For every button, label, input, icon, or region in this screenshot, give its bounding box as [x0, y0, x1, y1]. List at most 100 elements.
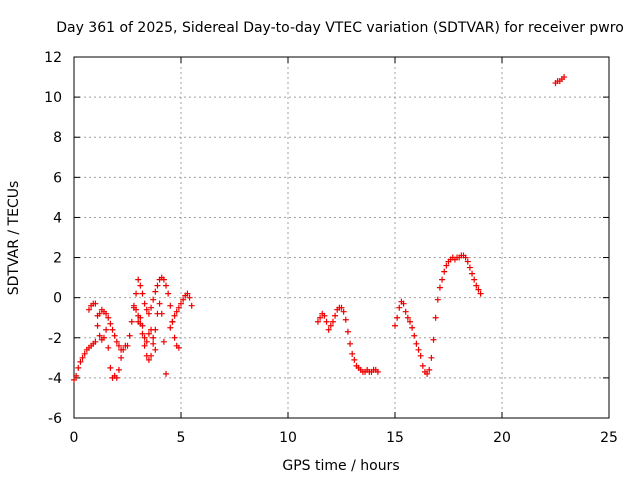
data-point — [186, 294, 193, 301]
data-point — [434, 296, 441, 303]
data-point — [160, 276, 167, 283]
data-point — [143, 306, 150, 313]
data-point — [92, 300, 99, 307]
data-point — [124, 342, 131, 349]
data-point — [137, 282, 144, 289]
data-point — [561, 74, 568, 81]
data-point — [75, 364, 82, 371]
data-point — [443, 262, 450, 269]
data-point — [169, 318, 176, 325]
data-point — [466, 264, 473, 271]
data-point — [317, 314, 324, 321]
data-point — [96, 332, 103, 339]
data-point — [113, 338, 120, 345]
data-point — [469, 270, 476, 277]
data-point — [148, 352, 155, 359]
plot-frame — [73, 56, 610, 419]
data-point — [92, 338, 99, 345]
data-point — [145, 330, 152, 337]
data-point — [105, 344, 112, 351]
data-point — [96, 310, 103, 317]
y-tick-label: 10 — [44, 90, 62, 106]
data-point — [351, 356, 358, 363]
data-point — [426, 366, 433, 373]
y-tick-label: 4 — [53, 210, 62, 226]
data-point — [400, 300, 407, 307]
y-tick-label: -6 — [48, 411, 62, 427]
data-point — [473, 282, 480, 289]
data-point — [137, 314, 144, 321]
data-point — [171, 334, 178, 341]
x-tick-label: 5 — [177, 430, 186, 446]
data-point — [152, 288, 159, 295]
grid-lines — [74, 57, 609, 418]
data-point — [79, 354, 86, 361]
data-point — [128, 318, 135, 325]
data-point — [148, 304, 155, 311]
data-point — [428, 354, 435, 361]
data-point — [424, 370, 431, 377]
x-tick-label: 20 — [493, 430, 511, 446]
x-tick-label: 15 — [386, 430, 404, 446]
x-tick-label: 10 — [279, 430, 297, 446]
y-tick-label: 6 — [53, 170, 62, 186]
data-point — [374, 368, 381, 375]
data-point — [163, 282, 170, 289]
y-tick-label: 2 — [53, 251, 62, 267]
data-point — [107, 364, 114, 371]
data-point — [103, 310, 110, 317]
data-point — [471, 276, 478, 283]
data-point — [167, 324, 174, 331]
data-point — [340, 308, 347, 315]
data-point — [173, 308, 180, 315]
data-point — [143, 338, 150, 345]
data-point — [342, 316, 349, 323]
data-point — [413, 340, 420, 347]
data-point — [115, 366, 122, 373]
data-point — [150, 334, 157, 341]
data-point — [436, 284, 443, 291]
data-point — [321, 312, 328, 319]
data-point — [404, 314, 411, 321]
y-axis-label: SDTVAR / TECUs — [6, 181, 22, 296]
data-point — [338, 304, 345, 311]
data-point — [184, 290, 191, 297]
data-point — [314, 318, 321, 325]
data-point — [130, 302, 137, 309]
data-point — [432, 314, 439, 321]
data-point — [105, 314, 112, 321]
data-point — [327, 322, 334, 329]
data-point — [94, 322, 101, 329]
data-point — [349, 350, 356, 357]
data-point — [111, 332, 118, 339]
data-point — [402, 308, 409, 315]
data-point — [118, 346, 125, 353]
x-axis-ticks: 0 5 10 15 20 25 — [70, 57, 618, 446]
chart-title: Day 361 of 2025, Sidereal Day-to-day VTE… — [56, 20, 624, 36]
data-point — [139, 330, 146, 337]
data-point — [145, 356, 152, 363]
y-tick-label: -4 — [48, 371, 62, 387]
y-tick-label: 8 — [53, 130, 62, 146]
data-point — [135, 276, 142, 283]
data-point — [103, 326, 110, 333]
x-tick-label: 25 — [600, 430, 618, 446]
data-point — [141, 300, 148, 307]
data-point — [396, 304, 403, 311]
data-point — [141, 342, 148, 349]
data-point — [77, 358, 84, 365]
data-point — [150, 296, 157, 303]
y-tick-label: -2 — [48, 331, 62, 347]
data-point — [71, 376, 77, 383]
data-point — [73, 372, 80, 379]
data-point — [347, 340, 354, 347]
data-point — [109, 326, 116, 333]
data-point — [141, 334, 148, 341]
data-point — [150, 340, 157, 347]
data-point — [464, 258, 471, 265]
y-axis-ticks: -6 -4 -2 0 2 4 6 8 10 12 — [44, 50, 609, 427]
data-point — [133, 290, 140, 297]
data-point — [160, 338, 167, 345]
data-point — [329, 318, 336, 325]
